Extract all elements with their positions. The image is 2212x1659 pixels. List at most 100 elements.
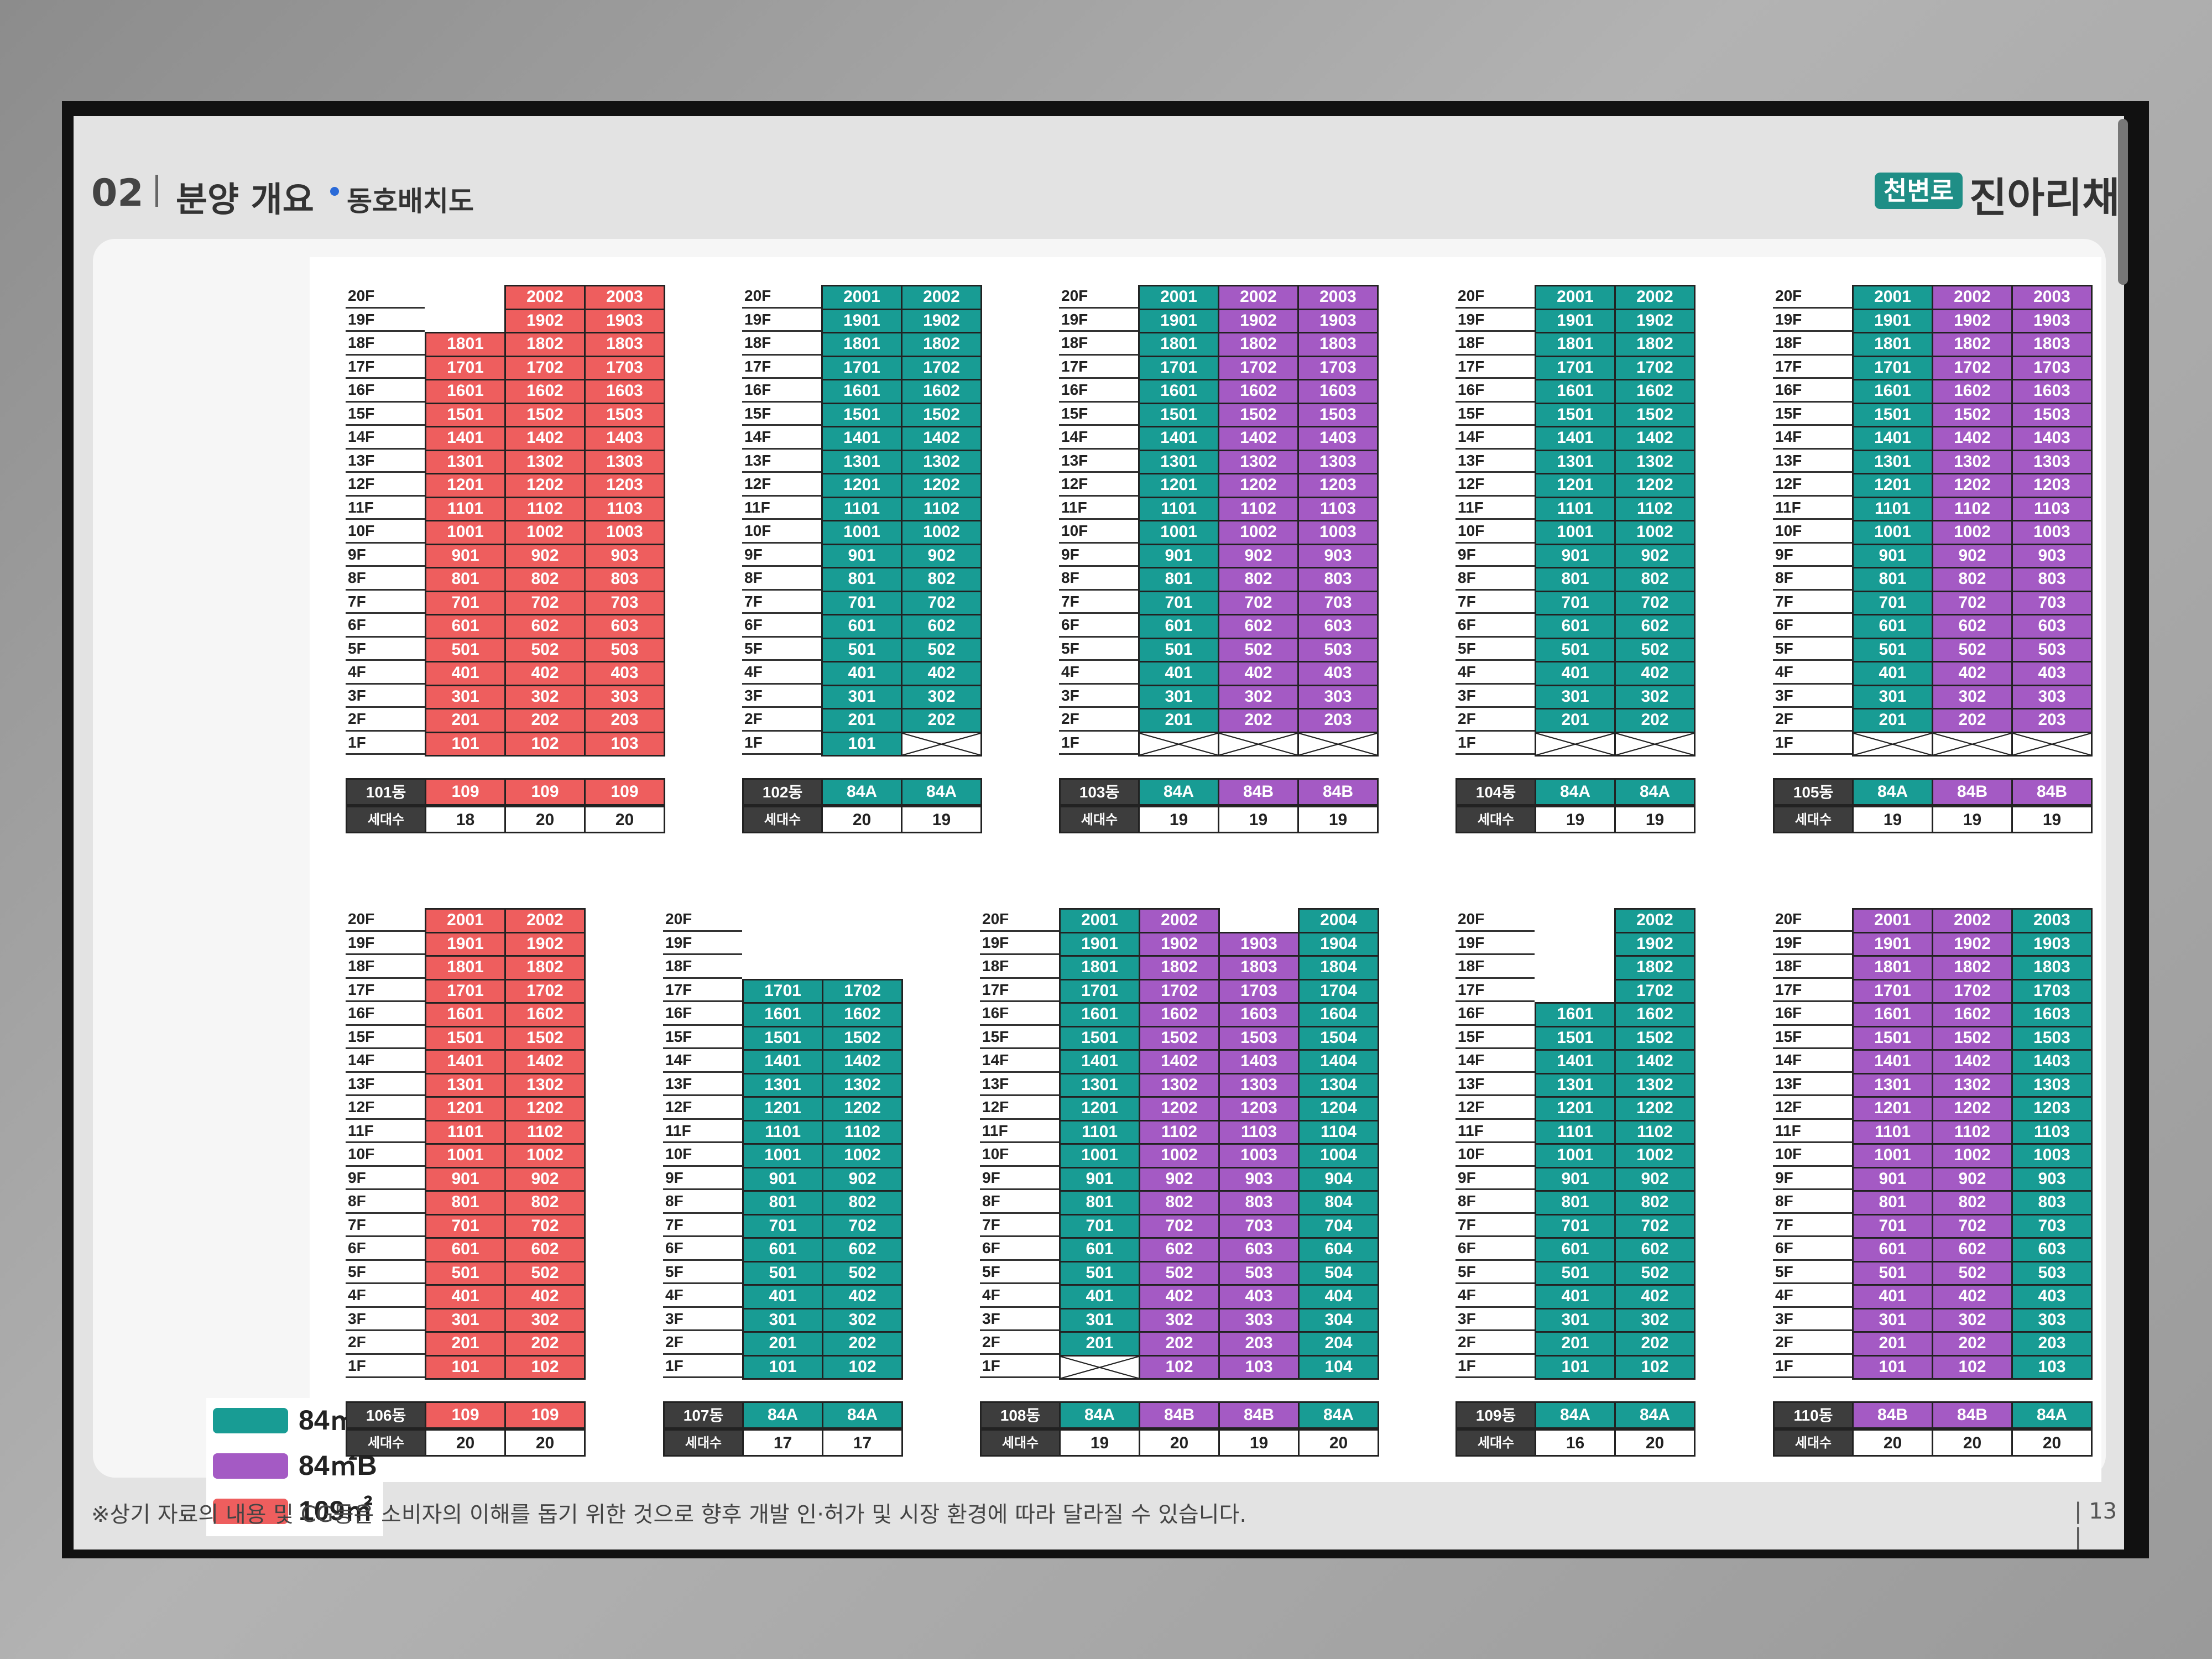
unit-cell[interactable]: 303 bbox=[2011, 1307, 2093, 1333]
unit-cell[interactable]: 702 bbox=[1614, 590, 1695, 615]
unit-cell[interactable]: 1402 bbox=[1218, 426, 1299, 451]
unit-cell[interactable]: 701 bbox=[1138, 590, 1219, 615]
unit-cell[interactable]: 302 bbox=[1139, 1307, 1220, 1333]
unit-cell[interactable]: 1501 bbox=[1535, 402, 1616, 427]
unit-cell[interactable]: 1201 bbox=[821, 473, 902, 498]
unit-cell[interactable]: 1102 bbox=[822, 1119, 903, 1145]
unit-cell[interactable]: 2001 bbox=[1059, 908, 1140, 933]
unit-cell[interactable]: 1203 bbox=[584, 473, 665, 498]
unit-cell[interactable]: 201 bbox=[1852, 708, 1933, 733]
unit-cell[interactable]: 502 bbox=[1932, 1260, 2013, 1286]
unit-cell[interactable]: 1001 bbox=[1138, 520, 1219, 545]
unit-cell[interactable]: 1101 bbox=[821, 496, 902, 521]
unit-cell[interactable]: 1801 bbox=[425, 955, 506, 980]
unit-cell[interactable]: 1802 bbox=[901, 332, 982, 357]
unit-cell[interactable]: 1501 bbox=[821, 402, 902, 427]
unit-cell[interactable]: 401 bbox=[742, 1284, 823, 1310]
unit-cell[interactable]: 1002 bbox=[901, 520, 982, 545]
unit-cell[interactable]: 401 bbox=[425, 1284, 506, 1310]
unit-cell[interactable]: 1901 bbox=[1535, 308, 1616, 333]
unit-cell[interactable]: 702 bbox=[1932, 590, 2013, 615]
unit-cell[interactable]: 1502 bbox=[1932, 1025, 2013, 1051]
unit-cell[interactable]: 201 bbox=[742, 1331, 823, 1357]
unit-cell[interactable]: 1303 bbox=[584, 449, 665, 474]
unit-cell[interactable]: 1103 bbox=[2011, 1119, 2093, 1145]
unit-cell[interactable]: 1203 bbox=[2011, 473, 2093, 498]
unit-cell[interactable]: 1504 bbox=[1298, 1025, 1379, 1051]
unit-cell[interactable]: 703 bbox=[2011, 590, 2093, 615]
unit-cell[interactable]: 1002 bbox=[1218, 520, 1299, 545]
unit-cell[interactable]: 402 bbox=[1139, 1284, 1220, 1310]
unit-cell[interactable]: 1503 bbox=[584, 402, 665, 427]
unit-cell[interactable]: 1602 bbox=[1614, 379, 1695, 404]
unit-cell[interactable]: 601 bbox=[1535, 1237, 1616, 1262]
unit-cell[interactable]: 1302 bbox=[1932, 449, 2013, 474]
unit-cell[interactable]: 1202 bbox=[822, 1096, 903, 1121]
unit-cell[interactable]: 1402 bbox=[1139, 1049, 1220, 1074]
unit-cell[interactable]: 701 bbox=[1852, 590, 1933, 615]
unit-cell[interactable]: 101 bbox=[742, 1354, 823, 1380]
unit-cell[interactable]: 1103 bbox=[1218, 1119, 1300, 1145]
unit-cell[interactable]: 1602 bbox=[901, 379, 982, 404]
unit-cell[interactable]: 1103 bbox=[584, 496, 665, 521]
unit-cell[interactable]: 1201 bbox=[1535, 473, 1616, 498]
unit-cell[interactable]: 201 bbox=[821, 708, 902, 733]
unit-cell[interactable]: 101 bbox=[1852, 1354, 1933, 1380]
unit-cell[interactable]: 801 bbox=[1852, 1190, 1933, 1215]
unit-cell[interactable]: 2002 bbox=[504, 908, 586, 933]
unit-cell[interactable]: 802 bbox=[1139, 1190, 1220, 1215]
unit-cell[interactable]: 1601 bbox=[742, 1002, 823, 1027]
unit-cell[interactable]: 602 bbox=[1614, 614, 1695, 639]
unit-cell[interactable]: 1602 bbox=[1932, 1002, 2013, 1027]
unit-cell[interactable]: 1002 bbox=[504, 520, 586, 545]
unit-cell[interactable]: 304 bbox=[1298, 1307, 1379, 1333]
unit-cell[interactable]: 1401 bbox=[1059, 1049, 1140, 1074]
unit-cell[interactable]: 802 bbox=[504, 567, 586, 592]
unit-cell[interactable]: 2002 bbox=[1614, 285, 1695, 310]
unit-cell[interactable]: 1701 bbox=[821, 355, 902, 380]
unit-cell[interactable]: 1702 bbox=[1139, 978, 1220, 1004]
unit-cell[interactable]: 1602 bbox=[1218, 379, 1299, 404]
unit-cell[interactable]: 1001 bbox=[1852, 520, 1933, 545]
unit-cell[interactable]: 2001 bbox=[1852, 285, 1933, 310]
unit-cell[interactable]: 501 bbox=[1535, 637, 1616, 662]
unit-cell[interactable]: 1902 bbox=[1932, 308, 2013, 333]
unit-cell[interactable]: 602 bbox=[901, 614, 982, 639]
unit-cell[interactable]: 1904 bbox=[1298, 931, 1379, 957]
unit-cell[interactable]: 1403 bbox=[2011, 1049, 2093, 1074]
unit-cell[interactable]: 1601 bbox=[1535, 1002, 1616, 1027]
unit-cell[interactable]: 1502 bbox=[1139, 1025, 1220, 1051]
unit-cell[interactable]: 1202 bbox=[1614, 1096, 1695, 1121]
unit-cell[interactable]: 1602 bbox=[504, 1002, 586, 1027]
unit-cell[interactable]: 601 bbox=[425, 614, 506, 639]
unit-cell[interactable]: 1101 bbox=[1138, 496, 1219, 521]
unit-cell[interactable]: 202 bbox=[901, 708, 982, 733]
unit-cell[interactable]: 801 bbox=[1138, 567, 1219, 592]
unit-cell[interactable]: 1801 bbox=[425, 332, 506, 357]
unit-cell[interactable]: 503 bbox=[2011, 1260, 2093, 1286]
unit-cell[interactable]: 104 bbox=[1298, 1354, 1379, 1380]
unit-cell[interactable]: 1502 bbox=[901, 402, 982, 427]
unit-cell[interactable]: 2003 bbox=[1297, 285, 1379, 310]
unit-cell[interactable]: 1402 bbox=[822, 1049, 903, 1074]
unit-cell[interactable]: 1102 bbox=[1614, 496, 1695, 521]
unit-cell[interactable]: 1203 bbox=[1297, 473, 1379, 498]
unit-cell[interactable]: 1303 bbox=[1297, 449, 1379, 474]
unit-cell[interactable]: 1603 bbox=[1297, 379, 1379, 404]
unit-cell[interactable]: 904 bbox=[1298, 1166, 1379, 1192]
unit-cell[interactable]: 1501 bbox=[1138, 402, 1219, 427]
unit-cell[interactable]: 201 bbox=[1852, 1331, 1933, 1357]
unit-cell[interactable]: 1301 bbox=[1852, 1072, 1933, 1098]
unit-cell[interactable]: 1701 bbox=[1852, 355, 1933, 380]
unit-cell[interactable]: 501 bbox=[821, 637, 902, 662]
unit-cell[interactable]: 2001 bbox=[1535, 285, 1616, 310]
unit-cell[interactable]: 1402 bbox=[901, 426, 982, 451]
unit-cell[interactable]: 902 bbox=[1218, 543, 1299, 568]
unit-cell[interactable]: 201 bbox=[1138, 708, 1219, 733]
unit-cell[interactable]: 302 bbox=[1218, 684, 1299, 709]
unit-cell[interactable]: 702 bbox=[822, 1213, 903, 1239]
unit-cell[interactable]: 1404 bbox=[1298, 1049, 1379, 1074]
unit-cell[interactable]: 101 bbox=[425, 731, 506, 757]
unit-cell[interactable]: 1803 bbox=[2011, 332, 2093, 357]
unit-cell[interactable]: 603 bbox=[1297, 614, 1379, 639]
